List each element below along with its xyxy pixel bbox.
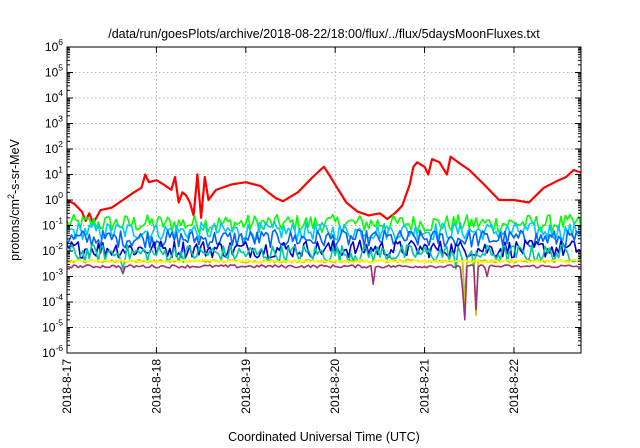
y-axis-label-suffix: -s-sr-MeV xyxy=(8,138,22,194)
y-tick-label: 104 xyxy=(45,88,63,105)
y-axis-label: protons/cm2-s-sr-MeV xyxy=(6,138,22,260)
series-line-7 xyxy=(66,258,582,317)
x-tick-label: 2018-8-19 xyxy=(239,359,253,414)
series-line-8 xyxy=(66,258,582,264)
y-tick-label: 103 xyxy=(45,114,63,131)
y-tick-label: 10-4 xyxy=(42,292,63,309)
series-line-9 xyxy=(66,264,582,321)
axis-ticks xyxy=(66,46,581,354)
series-line-2 xyxy=(66,213,582,234)
series-line-1 xyxy=(66,155,582,225)
series-line-4 xyxy=(66,229,582,249)
x-tick-label: 2018-8-17 xyxy=(60,359,74,414)
x-tick-label: 2018-8-18 xyxy=(149,359,163,414)
y-axis-label-sup: 2 xyxy=(6,194,16,199)
x-axis-label: Coordinated Universal Time (UTC) xyxy=(228,430,420,444)
x-tick-label: 2018-8-20 xyxy=(328,359,342,414)
y-tick-label: 10-2 xyxy=(42,241,63,258)
series-line-3 xyxy=(66,221,582,241)
data-series xyxy=(66,155,582,321)
y-tick-label: 101 xyxy=(45,165,63,182)
y-tick-label: 105 xyxy=(45,63,63,80)
x-tick-label: 2018-8-22 xyxy=(507,359,521,414)
chart-title: /data/run/goesPlots/archive/2018-08-22/1… xyxy=(108,27,540,41)
x-tick-label: 2018-8-21 xyxy=(418,359,432,414)
y-tick-label: 100 xyxy=(45,190,63,207)
y-tick-label: 10-3 xyxy=(42,267,63,284)
y-axis-label-prefix: protons/cm xyxy=(8,199,22,261)
y-tick-label: 10-6 xyxy=(42,343,63,360)
y-tick-label: 10-5 xyxy=(42,318,63,335)
y-tick-labels: 10-6 10-5 10-4 10-3 10-2 10-1 100 101 102 103 104 1… xyxy=(42,37,63,360)
series-line-6 xyxy=(66,244,582,303)
y-tick-label: 10-1 xyxy=(42,216,63,233)
x-tick-labels: 2018-8-17 2018-8-18 2018-8-19 2018-8-20 2018… xyxy=(60,359,521,414)
y-tick-label: 102 xyxy=(45,139,63,156)
y-tick-label: 106 xyxy=(45,37,63,54)
